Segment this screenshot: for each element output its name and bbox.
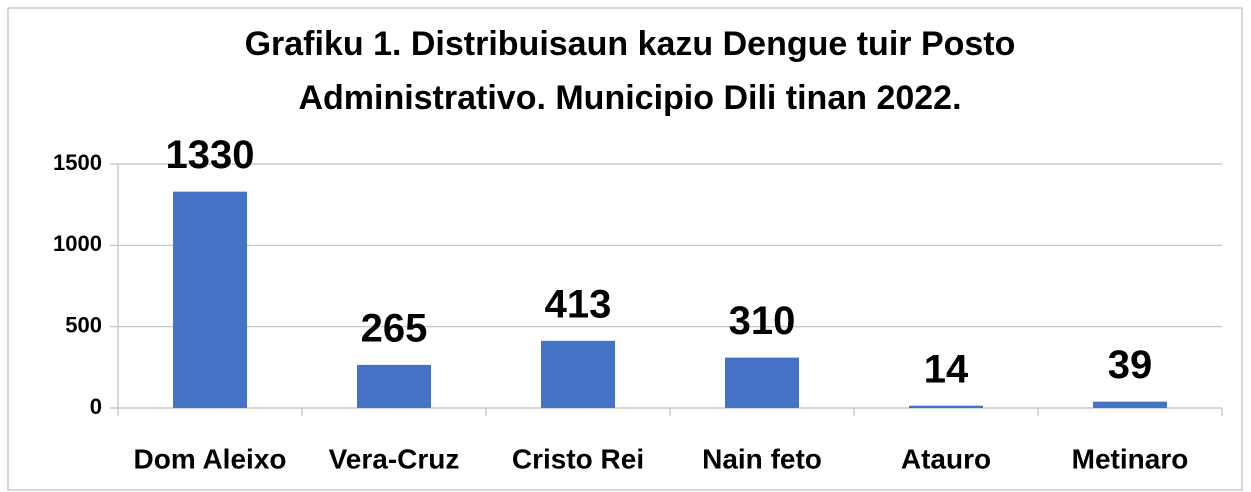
x-tick-label: Vera-Cruz <box>329 443 460 474</box>
x-tick-label: Atauro <box>901 443 991 474</box>
bar <box>909 405 983 408</box>
x-tick-label: Metinaro <box>1072 443 1189 474</box>
data-label: 14 <box>924 347 969 391</box>
y-tick-label: 1000 <box>53 231 102 256</box>
chart-title: Grafiku 1. Distribuisaun kazu Dengue tui… <box>245 25 1016 63</box>
chart-title: Administrativo. Municipio Dili tinan 202… <box>298 79 961 117</box>
y-tick-label: 0 <box>90 394 102 419</box>
data-label: 413 <box>545 282 612 326</box>
y-tick-label: 1500 <box>53 150 102 175</box>
x-tick-label: Dom Aleixo <box>134 443 287 474</box>
x-tick-label: Cristo Rei <box>512 443 644 474</box>
data-label: 265 <box>361 306 428 350</box>
y-tick-label: 500 <box>65 312 102 337</box>
data-label: 1330 <box>166 133 255 177</box>
bar <box>1093 401 1167 408</box>
bar <box>357 364 431 408</box>
bar <box>725 357 799 408</box>
bar <box>173 191 247 408</box>
data-label: 310 <box>729 299 796 343</box>
bar <box>541 340 615 408</box>
x-tick-label: Nain feto <box>702 443 822 474</box>
data-label: 39 <box>1108 343 1153 387</box>
